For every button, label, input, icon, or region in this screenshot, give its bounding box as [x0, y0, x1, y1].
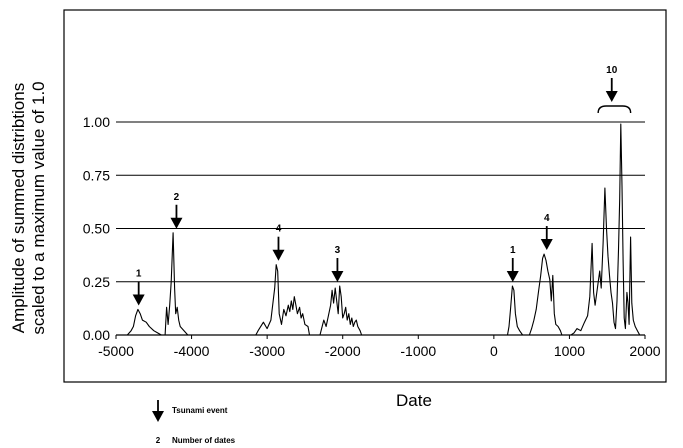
x-tick-label: -4000 — [174, 343, 210, 359]
legend: Tsunami event 2 Number of dates — [152, 400, 236, 445]
y-tick-label: 0.50 — [83, 221, 110, 237]
series-layer — [126, 123, 641, 336]
grid-lines — [116, 121, 645, 283]
number-of-dates-label: 1 — [510, 245, 516, 256]
arrow-head — [132, 294, 145, 306]
number-of-dates-label: 2 — [174, 192, 180, 203]
arrow-head — [331, 271, 344, 283]
tsunami-event-marker: 3 — [331, 245, 344, 283]
x-axis-label: Date — [396, 391, 432, 410]
tsunami-event-marker: 4 — [272, 224, 285, 261]
x-tick-label: 0 — [490, 343, 498, 359]
number-of-dates-label: 1 — [136, 268, 142, 279]
number-of-dates-label: 4 — [276, 224, 282, 235]
number-of-dates-label: 4 — [544, 213, 550, 224]
arrow-head — [605, 91, 618, 102]
chart-border — [63, 9, 667, 383]
y-axis-label-line-2: scaled to a maximum value of 1.0 — [29, 81, 48, 334]
arrow-head — [272, 249, 285, 261]
tsunami-markers: 1 2 4 3 1 4 10 — [132, 65, 632, 306]
number-of-dates-label: 10 — [606, 65, 618, 76]
tsunami-event-marker: 4 — [540, 213, 553, 251]
legend-number-symbol: 2 — [156, 436, 161, 445]
series-line-0 — [126, 123, 641, 336]
tsunami-event-marker: 10 — [597, 65, 632, 114]
legend-arrow-icon — [152, 400, 164, 422]
x-tick-label: 1000 — [554, 343, 585, 359]
number-of-dates-label: 3 — [335, 245, 341, 256]
arrow-head — [540, 239, 553, 251]
x-axis-line — [115, 334, 646, 339]
legend-label-number-of-dates: Number of dates — [172, 436, 236, 445]
x-tick-label: -5000 — [98, 343, 134, 359]
legend-label-tsunami: Tsunami event — [172, 406, 228, 415]
x-tick-label: -3000 — [249, 343, 285, 359]
x-tick-labels: -5000 -4000 -3000 -2000 -1000 0 1000 2000 — [98, 343, 661, 359]
y-tick-label: 0.25 — [83, 274, 110, 290]
x-tick-label: 2000 — [629, 343, 660, 359]
arrow-head — [170, 217, 183, 229]
tsunami-event-marker: 1 — [132, 268, 145, 306]
y-tick-label: 1.00 — [83, 114, 110, 130]
x-tick-label: -1000 — [400, 343, 436, 359]
arrow-head — [506, 271, 519, 283]
y-tick-label: 0.00 — [83, 327, 110, 343]
y-tick-labels: 0.00 0.25 0.50 0.75 1.00 — [83, 114, 110, 343]
tsunami-event-marker: 1 — [506, 245, 519, 283]
x-tick-label: -2000 — [325, 343, 361, 359]
tsunami-event-marker: 2 — [170, 192, 183, 229]
y-axis-label-line-1: Amplitude of summed distribtions — [9, 83, 28, 333]
bracket — [597, 105, 632, 114]
y-tick-label: 0.75 — [83, 167, 110, 183]
